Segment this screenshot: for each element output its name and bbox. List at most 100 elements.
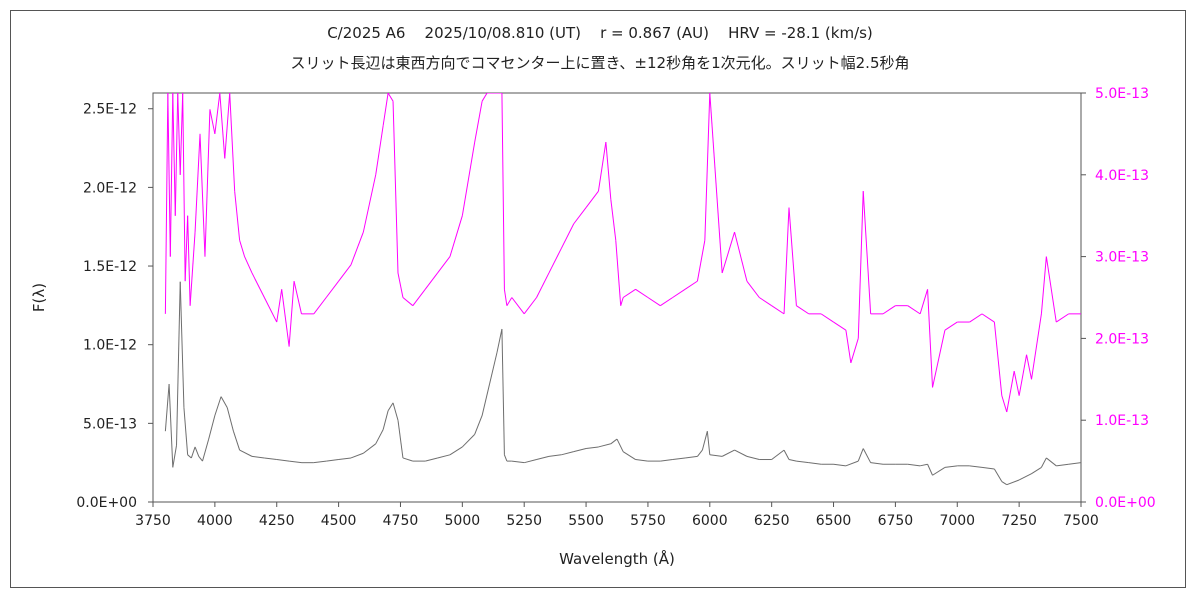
series-segment: [219, 93, 226, 159]
series-segment: [1006, 371, 1015, 413]
series-segment: [615, 240, 622, 306]
series-segment: [771, 449, 785, 460]
series-segment: [179, 281, 185, 408]
series-segment: [1026, 354, 1032, 380]
series-segment: [172, 93, 176, 216]
x-tick-label: 6250: [754, 513, 790, 529]
series-segment: [548, 454, 562, 457]
series-segment: [263, 297, 278, 323]
series-segment: [635, 459, 648, 462]
series-segment: [187, 454, 192, 459]
series-segment: [474, 415, 483, 435]
series-segment: [220, 396, 228, 408]
series-segment: [511, 460, 525, 464]
series-segment: [481, 383, 491, 416]
series-segment: [232, 431, 241, 451]
series-segment: [198, 456, 203, 462]
series-segment: [1001, 481, 1008, 486]
series-segment: [375, 429, 384, 445]
chart-subtitle: スリット長辺は東西方向でコマセンター上に置き、±12秒角を1次元化。スリット幅2…: [290, 54, 910, 72]
x-tick-label: 6500: [816, 513, 852, 529]
series-segment: [696, 240, 706, 282]
series-segment: [536, 272, 550, 298]
chart-title: C/2025 A6 2025/10/08.810 (UT) r = 0.867 …: [327, 24, 873, 42]
series-segment: [870, 462, 884, 465]
series-segment: [189, 232, 196, 306]
series-segment: [244, 256, 253, 274]
series-segment: [709, 454, 723, 457]
series-segment: [402, 297, 414, 307]
series-segment: [647, 297, 661, 307]
series-segment: [1018, 354, 1028, 396]
x-tick-label: 4750: [383, 513, 419, 529]
series-segment: [437, 256, 451, 274]
series-segment: [620, 297, 624, 306]
series-segment: [214, 396, 222, 416]
series-segment: [251, 455, 265, 459]
series-segment: [560, 223, 575, 249]
x-axis-label: Wavelength (Å): [559, 549, 675, 568]
series-segment: [660, 459, 673, 462]
x-tick-label: 7500: [1063, 513, 1099, 529]
series-segment: [932, 330, 946, 388]
series-segment: [605, 142, 612, 200]
series-segment: [362, 174, 377, 233]
series-segment: [229, 93, 236, 192]
series-segment: [234, 191, 241, 241]
series-segment: [496, 328, 503, 353]
series-segment: [288, 281, 295, 347]
series-segment: [1001, 395, 1008, 413]
y-tick-label: 1.0E-12: [83, 338, 137, 354]
x-tick-label: 3750: [135, 513, 171, 529]
series-segment: [788, 207, 797, 306]
x-tick-label: 7250: [1001, 513, 1037, 529]
series-segment: [684, 455, 698, 459]
series-segment: [363, 443, 377, 454]
series-layer: [164, 93, 1081, 486]
series-segment: [944, 465, 958, 468]
series-segment: [169, 93, 174, 257]
y-tick-label: 2.5E-12: [83, 102, 137, 118]
series-segment: [338, 457, 352, 461]
series-segment: [993, 321, 1003, 396]
series-segment: [182, 93, 186, 282]
series-segment: [239, 240, 246, 257]
series-segment: [437, 454, 451, 459]
series-segment: [857, 448, 864, 462]
series-segment: [919, 289, 929, 315]
series-segment: [489, 352, 498, 385]
series-segment: [176, 281, 181, 446]
y2-tick-label: 4.0E-13: [1095, 168, 1149, 184]
x-tick-label: 4500: [321, 513, 357, 529]
series-segment: [586, 446, 599, 450]
y2-tick-label: 3.0E-13: [1095, 250, 1149, 266]
series-segment: [1018, 473, 1032, 481]
y2-tick-label: 1.0E-13: [1095, 413, 1149, 429]
series-segment: [833, 321, 847, 331]
series-segment: [796, 305, 810, 315]
series-segment: [672, 457, 686, 461]
series-segment: [1006, 479, 1020, 486]
series-segment: [506, 297, 513, 306]
y-tick-label: 0.0E+00: [76, 495, 137, 511]
series-segment: [190, 446, 196, 459]
series-segment: [857, 191, 864, 339]
series-segment: [425, 457, 438, 462]
series-segment: [1045, 256, 1057, 323]
series-segment: [424, 272, 438, 290]
series-segment: [338, 264, 352, 282]
series-segment: [622, 288, 636, 298]
series-segment: [168, 383, 174, 468]
series-segment: [382, 410, 389, 430]
series-segment: [326, 459, 339, 462]
series-segment: [672, 288, 686, 298]
series-segment: [187, 215, 191, 306]
series-segment: [734, 449, 748, 457]
series-segment: [313, 297, 327, 315]
series-segment: [759, 297, 772, 307]
series-segment: [808, 462, 822, 465]
series-segment: [1031, 313, 1042, 380]
series-segment: [503, 289, 508, 306]
series-right-axis: [164, 93, 1081, 413]
